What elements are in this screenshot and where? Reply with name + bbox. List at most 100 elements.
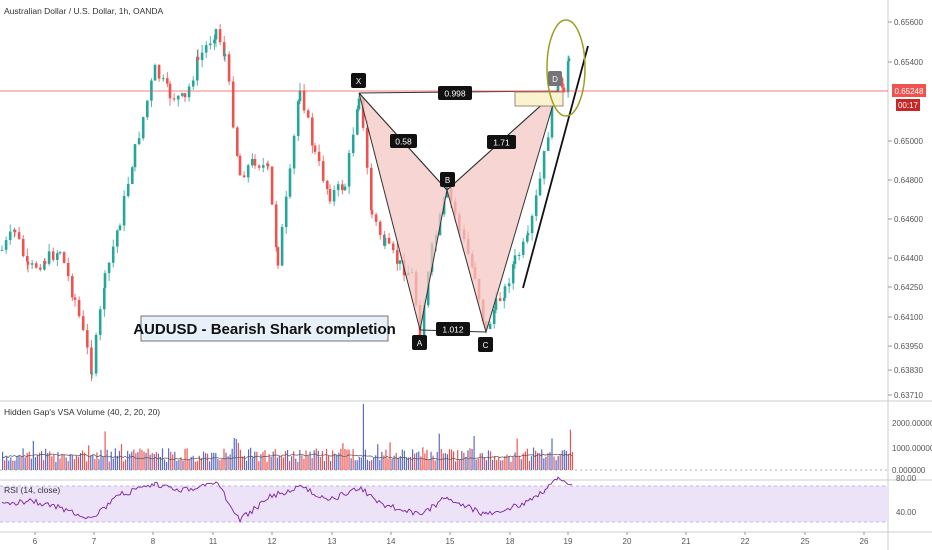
candle-body xyxy=(0,249,4,251)
volume-bar xyxy=(360,457,362,470)
volume-bar xyxy=(489,451,492,470)
candle-body xyxy=(236,127,239,156)
pattern-label-x-text: X xyxy=(356,77,362,86)
volume-bar xyxy=(24,457,26,470)
volume-bar xyxy=(67,461,69,470)
volume-bar xyxy=(38,452,41,470)
x-tick-label: 19 xyxy=(564,537,573,546)
volume-bar xyxy=(543,458,545,470)
volume-bar xyxy=(393,455,395,470)
volume-bar xyxy=(202,451,205,470)
rsi-tick-label: 40.00 xyxy=(896,508,917,517)
candle-body xyxy=(538,178,542,196)
rsi-line xyxy=(1,476,572,524)
volume-bar xyxy=(434,460,436,470)
volume-bar xyxy=(114,448,116,470)
volume-bar xyxy=(323,461,326,470)
volume-bar xyxy=(47,452,49,470)
candle-body xyxy=(238,155,242,176)
volume-bar xyxy=(270,456,272,470)
volume-bar xyxy=(229,454,231,470)
candle-body xyxy=(526,233,530,236)
volume-bar xyxy=(311,457,313,470)
volume-title: Hidden Gap's VSA Volume (40, 2, 20, 20) xyxy=(4,407,160,417)
candle-body xyxy=(231,81,235,128)
volume-bar xyxy=(444,453,446,470)
candle-body xyxy=(507,283,511,287)
y-tick-label: 0.65000 xyxy=(894,137,923,146)
x-axis: 6 7 8 11 12 13 14 15 18 19 20 21 22 25 26 xyxy=(33,532,869,546)
volume-bar xyxy=(530,456,533,470)
volume-bar xyxy=(332,450,334,470)
volume-bar xyxy=(494,455,496,470)
x-tick-label: 15 xyxy=(446,537,455,546)
volume-bar xyxy=(379,460,381,470)
candle-body xyxy=(26,261,30,265)
volume-bar xyxy=(143,451,145,470)
candle-body xyxy=(103,288,106,310)
last-price-text: 0.65248 xyxy=(895,87,924,96)
candle-body xyxy=(317,151,321,162)
volume-bar xyxy=(485,460,487,470)
candle-body xyxy=(498,298,502,301)
volume-bar xyxy=(28,451,30,470)
candle-body xyxy=(251,158,254,166)
candle-body xyxy=(223,54,227,57)
volume-bar xyxy=(180,457,182,470)
volume-bar xyxy=(526,448,528,470)
candle-body xyxy=(546,137,550,151)
prz-box xyxy=(514,91,564,107)
volume-bar xyxy=(471,448,473,470)
volume-bar xyxy=(498,456,500,470)
volume-bar xyxy=(69,454,71,470)
volume-bar xyxy=(131,451,133,470)
volume-bar xyxy=(51,456,53,470)
volume-bar xyxy=(319,456,321,470)
volume-bar xyxy=(354,460,356,470)
volume-bar xyxy=(61,454,63,470)
volume-bar xyxy=(26,452,28,470)
volume-bar xyxy=(289,460,291,470)
volume-bar xyxy=(512,456,514,470)
volume-bar xyxy=(278,455,280,470)
harmonic-pattern xyxy=(358,19,589,334)
volume-bar xyxy=(387,458,389,470)
annotation-text: AUDUSD - Bearish Shark completion xyxy=(133,321,396,338)
volume-bar xyxy=(125,459,127,470)
candle-body xyxy=(30,263,34,265)
candle-body xyxy=(8,231,12,241)
volume-bar xyxy=(356,460,358,470)
volume-bar xyxy=(557,456,559,470)
y-tick-label: 0.64800 xyxy=(894,176,923,185)
volume-bar xyxy=(268,454,270,470)
candle-body xyxy=(73,297,77,300)
volume-bar xyxy=(383,455,385,470)
volume-bar xyxy=(450,449,453,470)
volume-bar xyxy=(571,451,574,470)
volume-bar xyxy=(45,448,47,470)
candle-body xyxy=(161,78,165,80)
volume-bar xyxy=(416,452,418,470)
volume-bar xyxy=(455,461,457,470)
volume-bar xyxy=(88,445,90,470)
volume-bar xyxy=(20,456,22,470)
volume-bar xyxy=(475,459,477,470)
volume-bar xyxy=(297,461,299,470)
volume-bar xyxy=(84,452,86,470)
volume-bar xyxy=(178,459,180,470)
volume-bar xyxy=(395,453,397,470)
volume-bar xyxy=(237,442,239,470)
y-tick-label: 0.65600 xyxy=(894,18,923,27)
volume-bar xyxy=(344,448,346,470)
volume-bar xyxy=(252,457,254,470)
candle-body xyxy=(196,56,199,81)
candle-body xyxy=(118,225,122,231)
candle-body xyxy=(370,167,373,211)
volume-bar xyxy=(55,461,57,470)
volume-bar xyxy=(467,450,469,470)
candle-body xyxy=(81,316,85,331)
x-tick-label: 25 xyxy=(801,537,810,546)
volume-bar xyxy=(194,461,196,470)
volume-bar xyxy=(192,455,194,470)
volume-bar xyxy=(217,458,219,470)
